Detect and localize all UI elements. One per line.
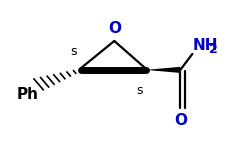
Text: O: O: [174, 113, 187, 128]
Text: s: s: [136, 84, 143, 97]
Text: Ph: Ph: [17, 87, 39, 102]
Polygon shape: [146, 67, 180, 73]
Text: 2: 2: [209, 43, 218, 56]
Text: s: s: [70, 45, 77, 58]
Text: NH: NH: [192, 38, 218, 53]
Text: O: O: [108, 21, 121, 36]
